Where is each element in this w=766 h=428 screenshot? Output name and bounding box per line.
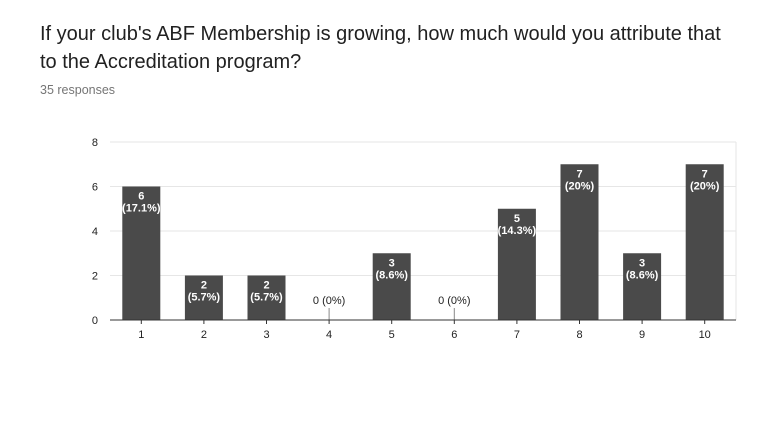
bar <box>497 208 536 320</box>
data-label: 5 (14.3%) <box>498 213 537 237</box>
x-tick-label: 4 <box>326 329 332 341</box>
x-tick-label: 1 <box>138 329 144 341</box>
data-label: 7 (20%) <box>565 168 595 192</box>
data-label: 6 (17.1%) <box>122 191 161 215</box>
bar <box>122 186 161 320</box>
x-tick-label: 8 <box>576 329 582 341</box>
x-tick-label: 9 <box>639 329 645 341</box>
x-tick-label: 10 <box>699 329 711 341</box>
response-count: 35 responses <box>40 83 116 97</box>
bar <box>184 275 223 320</box>
data-label: 0 (0%) <box>438 295 470 307</box>
y-tick-label: 2 <box>92 271 98 283</box>
y-tick-label: 6 <box>92 182 98 194</box>
bar <box>623 253 662 320</box>
x-tick-label: 6 <box>451 329 457 341</box>
bar <box>372 253 411 320</box>
data-label: 7 (20%) <box>690 168 720 192</box>
data-label: 2 (5.7%) <box>188 280 221 304</box>
y-tick-label: 0 <box>92 315 98 327</box>
bar <box>685 164 724 320</box>
question-title: If your club's ABF Membership is growing… <box>40 23 721 73</box>
x-tick-label: 3 <box>263 329 269 341</box>
data-label: 2 (5.7%) <box>250 280 283 304</box>
x-tick-label: 2 <box>201 329 207 341</box>
bar <box>247 275 286 320</box>
y-tick-label: 4 <box>92 226 98 238</box>
x-tick-label: 7 <box>514 329 520 341</box>
data-label: 0 (0%) <box>313 295 345 307</box>
data-label: 3 (8.6%) <box>626 257 659 281</box>
data-label: 3 (8.6%) <box>375 257 408 281</box>
bar <box>560 164 599 320</box>
y-tick-label: 8 <box>92 137 98 149</box>
x-tick-label: 5 <box>389 329 395 341</box>
